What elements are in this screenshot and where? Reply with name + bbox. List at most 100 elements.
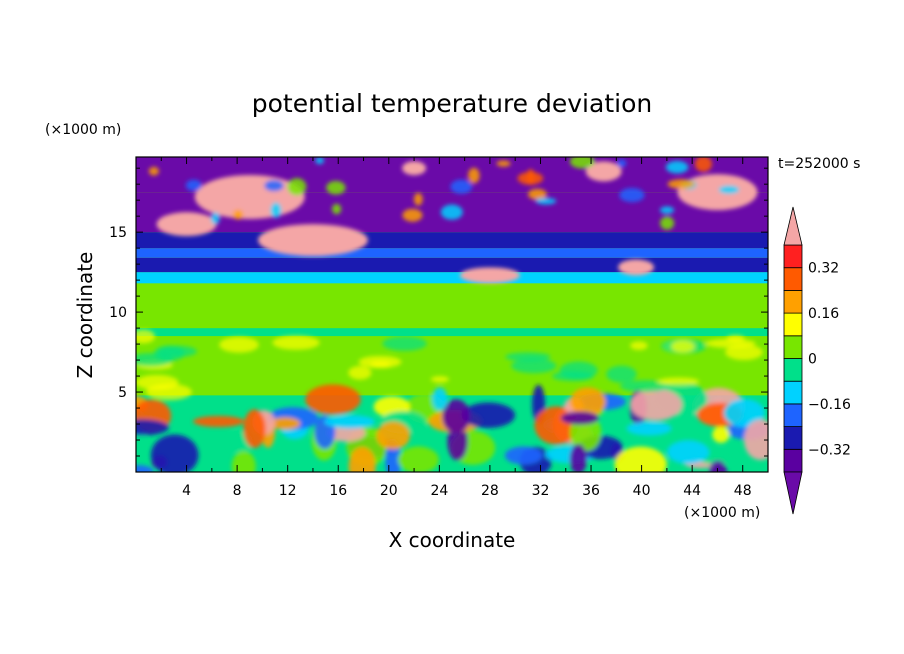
contour-blob [136,374,179,390]
contour-blob [606,365,637,383]
contour-blob [315,157,325,165]
x-tick-label: 20 [380,483,398,499]
contour-blob [136,419,169,436]
contour-blob [569,387,606,417]
contour-blob [569,157,595,169]
colorbar-segment [783,358,803,382]
x-tick-label: 32 [532,483,550,499]
x-tick-label: 16 [329,483,347,499]
contour-blob [264,179,284,192]
x-tick-label: 28 [481,483,499,499]
colorbar-label: −0.16 [808,397,851,413]
x-tick-label: 44 [683,483,701,499]
contour-blob [660,216,675,230]
colorbar-segment [783,426,803,450]
contour-blob [257,224,368,257]
contour-blob [232,209,244,220]
contour-layer [136,272,768,284]
contour-blob [496,160,511,167]
y-tick-label: 10 [109,305,127,321]
contour-blob [324,414,375,429]
contour-field [136,157,768,472]
contour-blob [136,352,174,367]
contour-blob [569,444,587,472]
contour-blob [402,208,423,222]
colorbar-segment [783,403,803,427]
contour-layer [136,232,768,249]
contour-blob [440,204,463,220]
contour-blob [527,188,547,200]
contour-blob [269,417,301,430]
contour-blob [326,180,346,195]
contour-blob [667,179,696,189]
x-unit-label: (×1000 m) [684,505,760,521]
contour-blob [331,203,342,215]
contour-blob [725,344,763,361]
x-tick-label: 8 [233,483,242,499]
contour-layer [136,328,768,337]
contour-blob [326,424,366,442]
x-tick-label: 12 [279,483,297,499]
time-label: t=252000 s [778,156,860,172]
contour-blob [450,179,473,194]
contour-blob [630,388,683,421]
colorbar: 0.32 0.16 0 −0.16 −0.32 [783,206,851,515]
contour-blob [192,415,245,427]
y-axis-label: Z coordinate [73,252,97,379]
contour-blob [231,450,256,472]
contour-blob [677,174,758,211]
contour-blob [660,206,675,214]
contour-blob [348,365,372,380]
x-tick-label: 48 [734,483,752,499]
colorbar-segment [783,289,803,314]
colorbar-segment [783,335,803,359]
colorbar-under-triangle [783,471,803,515]
contour-layer [136,257,768,273]
contour-blob [468,167,480,184]
x-tick-label: 24 [430,483,448,499]
colorbar-over-triangle [783,206,803,246]
contour-blob [585,161,622,182]
colorbar-segment [783,380,803,405]
contour-blob [430,376,449,383]
contour-layer [136,283,768,329]
x-tick-label: 40 [633,483,651,499]
contour-blob [504,446,543,465]
colorbar-label: 0 [808,352,817,368]
x-axis: 4 8 12 16 20 24 28 32 36 40 44 48 [160,157,752,499]
contour-blob [348,447,376,472]
contour-blob [665,160,689,174]
contour-blob [305,384,361,415]
contour-blob [671,340,695,353]
contour-blob [210,212,220,225]
contour-blob [413,192,423,206]
plot-frame [135,156,769,473]
y-tick-label: 15 [109,225,127,241]
contour-blob [630,341,648,351]
contour-blob [459,267,520,284]
contour-blob [526,169,535,185]
colorbar-label: 0.16 [808,306,839,322]
contour-blob [694,157,713,172]
contour-blob [287,178,307,196]
contour-blob [270,202,282,218]
contour-blob [657,377,700,386]
contour-blob [148,166,160,176]
colorbar-label: −0.32 [808,442,851,458]
contour-blob [618,259,655,276]
x-axis-label: X coordinate [389,528,516,552]
colorbar-label: 0.32 [808,261,839,277]
contour-blob [718,185,740,194]
contour-blobs [136,157,768,472]
y-unit-label: (×1000 m) [45,122,121,138]
contour-blob [712,426,730,443]
colorbar-segment [783,312,803,337]
x-tick-label: 36 [582,483,600,499]
contour-blob [136,329,156,344]
y-axis: 5 10 15 [109,167,768,457]
contour-blob [626,421,672,436]
contour-blob [743,419,768,461]
contour-blob [614,446,667,472]
x-tick-label: 4 [182,483,191,499]
